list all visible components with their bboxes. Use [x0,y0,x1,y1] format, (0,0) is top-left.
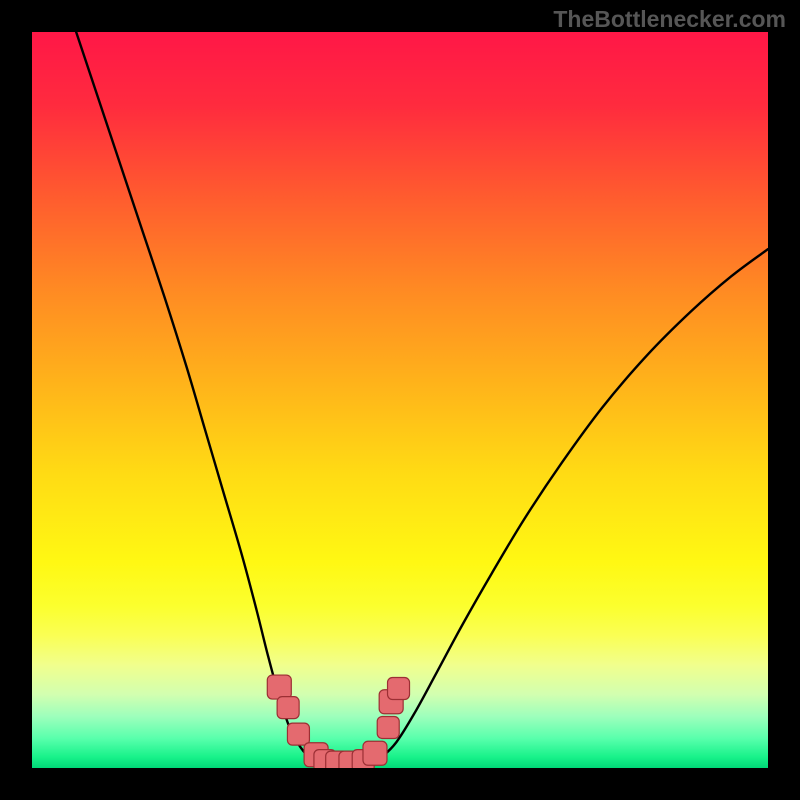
data-marker [277,697,299,719]
gradient-background [32,32,768,768]
plot-area [32,32,768,768]
bottleneck-chart [32,32,768,768]
data-marker [388,678,410,700]
figure-root: TheBottlenecker.com [0,0,800,800]
data-marker [287,723,309,745]
watermark-text: TheBottlenecker.com [553,6,786,33]
data-marker [377,717,399,739]
data-marker [267,675,291,699]
data-marker [363,741,387,765]
